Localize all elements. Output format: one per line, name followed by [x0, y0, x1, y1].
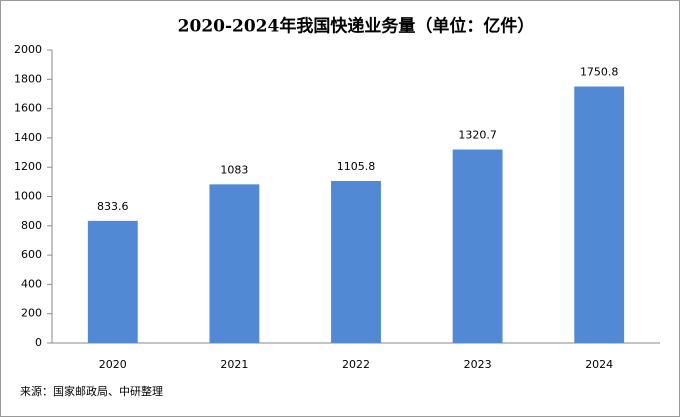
y-tick-label: 1000: [14, 190, 42, 203]
y-tick-label: 1200: [14, 160, 42, 173]
bar: [452, 149, 503, 343]
data-label: 1105.8: [337, 160, 376, 173]
x-tick-label: 2020: [99, 358, 127, 371]
source-note: 来源：国家邮政局、中研整理: [20, 384, 163, 398]
x-tick-label: 2024: [585, 358, 613, 371]
y-tick-label: 1800: [14, 72, 42, 85]
data-label: 1320.7: [458, 129, 497, 142]
y-tick-label: 800: [21, 219, 42, 232]
data-label: 833.6: [97, 200, 129, 213]
y-tick-label: 600: [21, 248, 42, 261]
y-tick-label: 1600: [14, 102, 42, 115]
bar: [209, 184, 260, 343]
x-tick-label: 2021: [220, 358, 248, 371]
data-label: 1083: [220, 163, 248, 176]
bar: [331, 181, 381, 343]
y-tick-label: 200: [21, 307, 42, 320]
chart-title: 2020-2024年我国快递业务量（单位：亿件）: [178, 16, 535, 37]
y-tick-label: 0: [35, 336, 42, 349]
y-tick-label: 1400: [14, 131, 42, 144]
bar: [574, 86, 625, 343]
x-tick-label: 2022: [342, 358, 370, 371]
x-tick-label: 2023: [464, 358, 492, 371]
y-tick-label: 400: [21, 277, 42, 290]
y-tick-label: 2000: [14, 43, 42, 56]
bar: [87, 220, 138, 343]
data-label: 1750.8: [580, 66, 619, 79]
